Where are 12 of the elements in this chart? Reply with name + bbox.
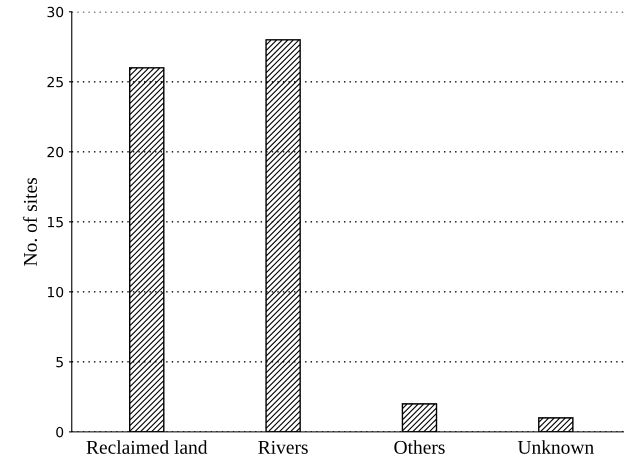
y-axis-title: No. of sites <box>23 178 38 266</box>
y-tick-label: 5 <box>56 357 63 368</box>
x-tick-label: Rivers <box>258 440 308 454</box>
y-tick-label: 30 <box>48 6 64 18</box>
y-tick-label: 0 <box>56 426 64 438</box>
y-tick-label: 10 <box>48 286 64 298</box>
x-tick-label: Reclaimed land <box>86 440 208 454</box>
y-tick-label: 15 <box>48 216 63 228</box>
y-tick-label: 20 <box>47 146 64 158</box>
x-tick-label: Others <box>394 440 445 454</box>
x-tick-label: Unknown <box>518 440 594 454</box>
y-tick-label: 25 <box>47 76 63 88</box>
